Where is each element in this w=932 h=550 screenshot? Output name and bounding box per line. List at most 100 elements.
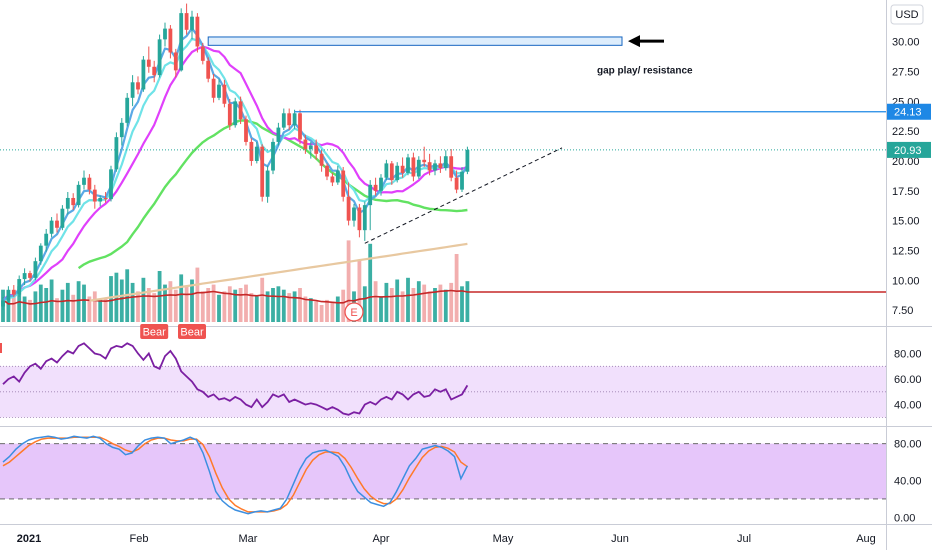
candle <box>433 159 437 176</box>
price-axis[interactable]: 7.5010.0012.5015.0017.5020.0022.5025.002… <box>887 37 931 525</box>
volume-bar <box>11 293 16 322</box>
candle <box>357 203 362 238</box>
volume-bar <box>357 260 362 322</box>
volume-bar <box>368 243 373 322</box>
candle <box>298 109 302 145</box>
candle-body <box>173 52 178 71</box>
volume-bar <box>373 281 378 322</box>
candle-body <box>179 13 184 71</box>
volume-bar <box>325 299 329 322</box>
candle <box>308 141 313 159</box>
candle-body <box>157 39 162 76</box>
candle <box>22 268 27 286</box>
time-axis[interactable]: 2021 Feb Mar Apr May Jun Jul Aug <box>17 533 876 545</box>
volume-bar <box>173 289 178 322</box>
candle-body <box>11 289 16 295</box>
bear-badge-label: Bear <box>180 327 204 339</box>
stoch-tick-label: 0.00 <box>894 512 915 524</box>
resistance-price-tag: 24.13 <box>887 103 931 120</box>
candle <box>55 213 59 233</box>
candle <box>292 109 297 129</box>
volume-bar <box>22 296 27 322</box>
candle-body <box>109 169 113 200</box>
last-tag-bg <box>887 141 931 158</box>
candle-body <box>200 46 205 61</box>
candle <box>119 118 124 146</box>
candle-body <box>114 137 119 170</box>
volume-bar <box>244 284 248 322</box>
candle-body <box>49 220 54 234</box>
candle-body <box>44 233 49 246</box>
candle-body <box>433 163 437 171</box>
volume-bar <box>281 289 286 322</box>
volume-bar <box>152 293 157 322</box>
candle <box>427 153 432 176</box>
candle-body <box>400 165 405 173</box>
volume-bar <box>335 296 340 322</box>
resistance-tag-label: 24.13 <box>894 107 922 119</box>
volume-bar <box>200 291 205 322</box>
candle <box>346 182 351 226</box>
stochastic-pane[interactable] <box>0 435 886 515</box>
candle <box>82 170 86 190</box>
rsi-pane[interactable] <box>0 342 886 418</box>
candle-body <box>276 127 281 142</box>
volume-bar <box>443 289 448 322</box>
volume-bar <box>6 298 11 322</box>
candle-body <box>249 141 254 161</box>
volume-bar <box>217 294 221 322</box>
candle-body <box>152 66 157 76</box>
candle-body <box>60 208 65 228</box>
candle <box>38 243 43 265</box>
volume-bar <box>222 291 227 322</box>
volume-bar <box>389 288 394 322</box>
bear-badge-bg <box>140 324 169 339</box>
candlesticks <box>1 3 470 311</box>
candle <box>325 163 329 181</box>
candle <box>438 156 443 173</box>
volume-moving-average <box>2 289 886 305</box>
candle <box>260 144 265 202</box>
candle-body <box>265 170 270 197</box>
volume-bar <box>17 286 22 322</box>
volume-bar <box>195 267 200 322</box>
candle-body <box>238 101 243 120</box>
candle <box>373 177 378 196</box>
candle <box>281 108 286 130</box>
candle <box>362 201 367 241</box>
volume-bar <box>433 288 437 322</box>
candle-body <box>427 162 432 171</box>
candle <box>406 153 410 176</box>
candle <box>411 152 416 182</box>
candle-body <box>1 300 5 307</box>
volume-bar <box>82 284 86 322</box>
volume-bar <box>87 296 92 322</box>
bear-badge-bg <box>178 324 206 339</box>
currency-button[interactable]: USD <box>890 4 924 25</box>
volume-bar <box>146 288 151 322</box>
bear-badge-label: Bear <box>143 327 167 339</box>
candle-body <box>341 170 346 197</box>
candle-body <box>460 171 464 190</box>
stoch-tick-label: 40.00 <box>894 476 922 488</box>
earnings-marker: E <box>344 302 364 322</box>
candle-body <box>443 156 448 169</box>
candle <box>157 34 162 78</box>
price-pane[interactable]: gap play/ resistance E Bear Bear <box>0 3 886 339</box>
candle <box>341 166 346 202</box>
volume-bar <box>238 288 243 322</box>
candle-body <box>438 163 443 169</box>
price-tick-label: 27.50 <box>892 67 920 79</box>
price-tick-label: 12.50 <box>892 245 920 257</box>
candle <box>103 192 108 203</box>
candle-body <box>211 78 216 98</box>
candle-body <box>260 146 265 197</box>
candle <box>244 115 248 146</box>
rsi-line <box>2 342 469 416</box>
candle-body <box>303 139 308 150</box>
last-price-tag: 20.93 <box>887 141 931 158</box>
volume-bar <box>227 286 232 322</box>
candle-body <box>163 28 167 40</box>
candle <box>195 13 200 53</box>
